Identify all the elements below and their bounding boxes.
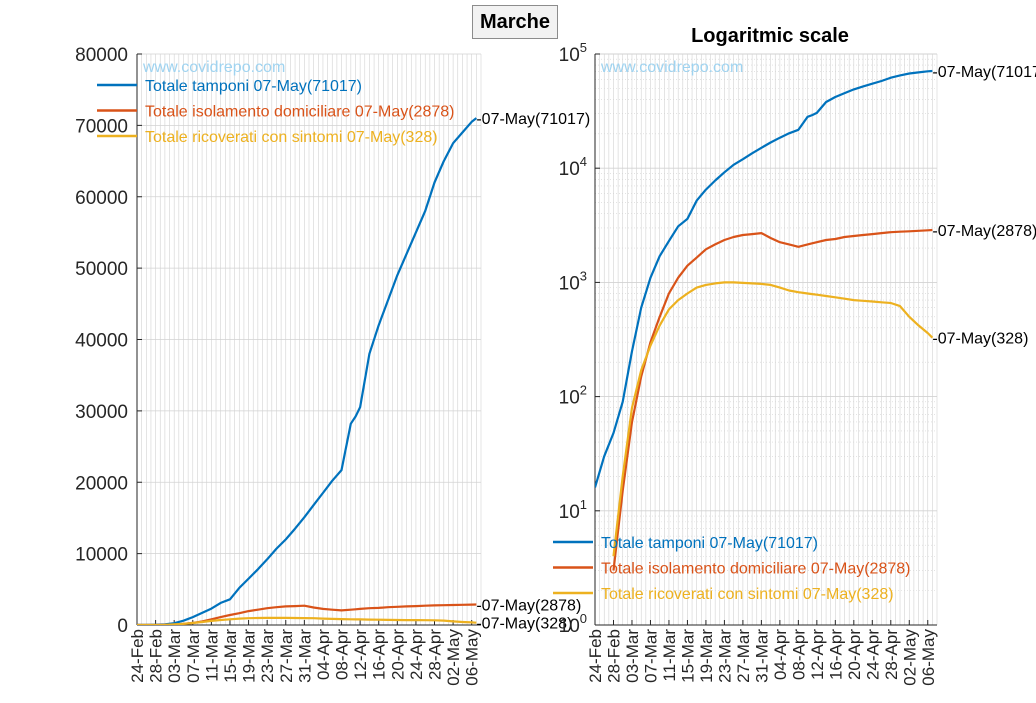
- x-tick-label: 06-May: [919, 629, 938, 686]
- x-tick-label: 03-Mar: [623, 629, 642, 683]
- y-tick-label: 100: [559, 611, 587, 637]
- y-tick-label: 105: [559, 40, 587, 66]
- x-tick-label: 28-Apr: [426, 629, 445, 680]
- series-group: [137, 117, 478, 625]
- x-tick-label: 28-Feb: [604, 629, 623, 683]
- x-tick-label: 04-Apr: [771, 629, 790, 680]
- x-tick-label: 16-Apr: [370, 629, 389, 680]
- y-tick-label: 60000: [75, 188, 128, 209]
- x-tick-label: 08-Apr: [333, 629, 352, 680]
- series-line: [612, 228, 933, 571]
- y-tick-label: 10000: [75, 545, 128, 566]
- series-line: [612, 281, 934, 557]
- x-tick-label: 31-Mar: [752, 629, 771, 683]
- x-tick-label: 28-Apr: [882, 629, 901, 680]
- x-tick-label: 02-May: [900, 629, 919, 686]
- y-tick-label: 80000: [75, 45, 128, 66]
- x-tick-label: 19-Mar: [697, 629, 716, 683]
- x-tick-label: 15-Mar: [221, 629, 240, 683]
- figure-title: Marche: [472, 5, 558, 39]
- series-group: [595, 69, 934, 571]
- y-tick-label: 104: [559, 154, 587, 180]
- x-tick-label: 12-Apr: [808, 629, 827, 680]
- series-line: [595, 69, 933, 488]
- x-tick-label: 20-Apr: [845, 629, 864, 680]
- x-tick-label: 24-Apr: [407, 629, 426, 680]
- x-tick-label: 20-Apr: [388, 629, 407, 680]
- x-tick-label: 31-Mar: [295, 629, 314, 683]
- x-tick-label: 24-Feb: [586, 629, 605, 683]
- y-tick-label: 40000: [75, 331, 128, 352]
- y-tick-label: 50000: [75, 259, 128, 280]
- subplot-title: Logaritmic scale: [691, 25, 849, 47]
- x-tick-label: 23-Mar: [258, 629, 277, 683]
- end-label: -07-May(328): [932, 331, 1028, 348]
- y-tick-label: 102: [559, 383, 587, 409]
- series-line: [137, 117, 478, 625]
- end-label: -07-May(2878): [476, 597, 581, 614]
- series-line: [137, 616, 477, 625]
- x-tick-label: 02-May: [444, 629, 463, 686]
- y-tick-label: 103: [559, 268, 587, 294]
- legend-label: Totale tamponi 07-May(71017): [145, 78, 362, 95]
- watermark-text: www.covidrepo.com: [142, 59, 285, 76]
- end-label: -07-May(2878): [932, 223, 1036, 240]
- x-tick-label: 12-Apr: [351, 629, 370, 680]
- legend-label: Totale isolamento domiciliare 07-May(287…: [145, 104, 454, 121]
- x-tick-label: 11-Mar: [660, 629, 679, 682]
- end-label: -07-May(328): [476, 616, 572, 633]
- y-tick-label: 30000: [75, 402, 128, 423]
- x-tick-label: 07-Mar: [641, 629, 660, 683]
- x-tick-label: 04-Apr: [314, 629, 333, 680]
- legend-label: Totale isolamento domiciliare 07-May(287…: [601, 561, 910, 578]
- x-tick-label: 03-Mar: [165, 629, 184, 683]
- legend-label: Totale ricoverati con sintomi 07-May(328…: [145, 129, 438, 146]
- watermark-text: www.covidrepo.com: [600, 59, 743, 76]
- legend-label: Totale ricoverati con sintomi 07-May(328…: [601, 586, 894, 603]
- x-tick-label: 16-Apr: [826, 629, 845, 680]
- linear-chart: 0 10000 20000 30000 40000 50000 60000 70000 8000…: [75, 45, 590, 686]
- x-tick-label: 24-Feb: [128, 629, 147, 683]
- legend-label: Totale tamponi 07-May(71017): [601, 535, 818, 552]
- y-tick-label: 101: [559, 497, 587, 523]
- x-tick-label: 24-Apr: [863, 629, 882, 680]
- end-label: -07-May(71017): [932, 64, 1036, 81]
- y-tick-label: 20000: [75, 473, 128, 494]
- x-tick-label: 28-Feb: [147, 629, 166, 683]
- x-tick-label: 23-Mar: [715, 629, 734, 683]
- x-tick-label: 27-Mar: [277, 629, 296, 683]
- y-tick-label: 0: [117, 616, 128, 637]
- x-tick-label: 06-May: [463, 629, 482, 686]
- x-tick-label: 07-Mar: [184, 629, 203, 683]
- x-tick-label: 08-Apr: [789, 629, 808, 680]
- x-tick-label: 11-Mar: [202, 629, 221, 682]
- end-label: -07-May(71017): [476, 111, 590, 128]
- x-tick-label: 15-Mar: [678, 629, 697, 683]
- x-tick-label: 27-Mar: [734, 629, 753, 683]
- y-tick-label: 70000: [75, 116, 128, 137]
- log-chart: 100 101 102 103 104 105 24-Feb 28-Feb 03-Mar 07-M…: [553, 25, 1036, 686]
- x-tick-label: 19-Mar: [240, 629, 259, 683]
